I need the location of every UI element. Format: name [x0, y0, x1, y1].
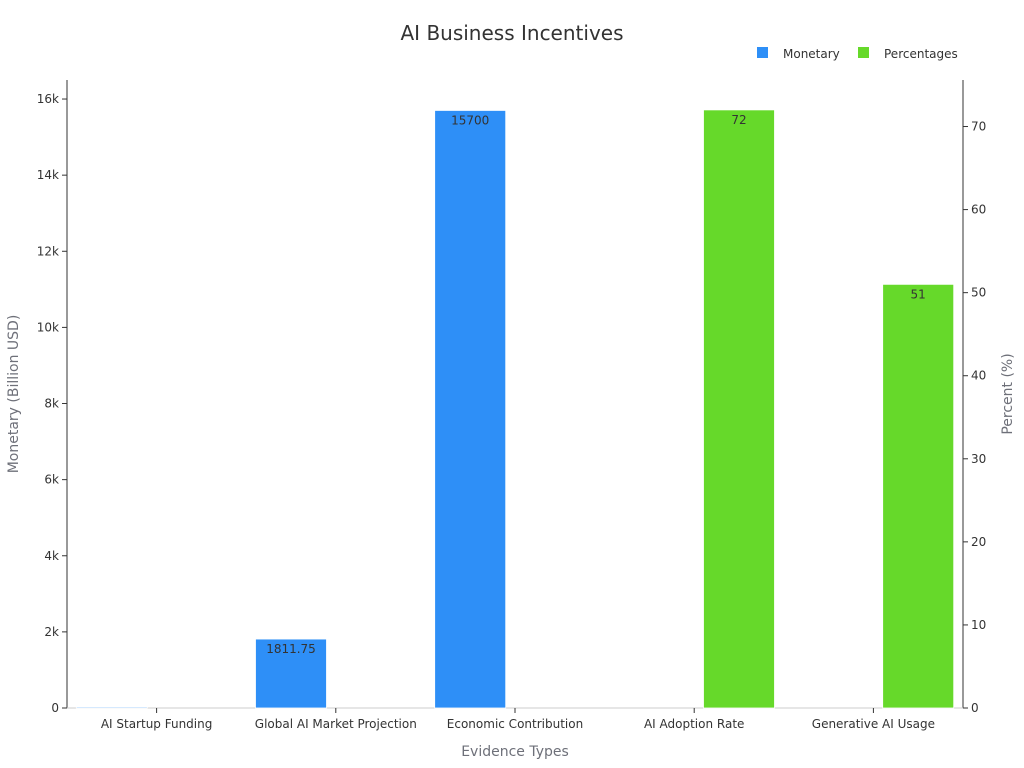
- left-axis-ticks: 0 2k 4k 6k 8k 10k 12k 14k 16k: [37, 92, 67, 715]
- left-tick-label: 8k: [44, 397, 59, 411]
- right-tick-label: 40: [971, 369, 986, 383]
- legend-swatch-monetary: [757, 47, 768, 58]
- bar-monetary-global-ai-market-projection[interactable]: [255, 638, 327, 709]
- category-label-economic-contribution: Economic Contribution: [447, 717, 583, 731]
- data-label-ai-adoption-rate: 72: [731, 113, 746, 127]
- data-label-global-ai-market-projection: 1811.75: [266, 642, 316, 656]
- category-label-global-ai-market-projection: Global AI Market Projection: [255, 717, 417, 731]
- right-tick-label: 60: [971, 203, 986, 217]
- right-axis-title: Percent (%): [1000, 353, 1016, 434]
- category-label-ai-startup-funding: AI Startup Funding: [101, 717, 213, 731]
- bar-percentages-generative-ai-usage[interactable]: [882, 283, 955, 709]
- right-axis-ticks: 0 10 20 30 40 50 60 70: [963, 120, 986, 715]
- left-tick-label: 4k: [44, 549, 59, 563]
- chart-title: AI Business Incentives: [401, 21, 624, 45]
- left-tick-label: 0: [51, 701, 59, 715]
- left-tick-label: 6k: [44, 473, 59, 487]
- right-tick-label: 30: [971, 452, 986, 466]
- bar-monetary-economic-contribution[interactable]: [434, 110, 507, 709]
- right-tick-label: 50: [971, 286, 986, 300]
- data-label-economic-contribution: 15700: [451, 113, 489, 127]
- left-tick-label: 10k: [37, 320, 59, 334]
- category-label-ai-adoption-rate: AI Adoption Rate: [644, 717, 744, 731]
- left-tick-label: 2k: [44, 625, 59, 639]
- legend-label-monetary[interactable]: Monetary: [783, 47, 840, 61]
- right-tick-label: 70: [971, 120, 986, 134]
- x-axis-title: Evidence Types: [461, 744, 569, 760]
- bar-percentages-ai-adoption-rate[interactable]: [703, 109, 775, 709]
- left-tick-label: 12k: [37, 244, 59, 258]
- category-label-generative-ai-usage: Generative AI Usage: [812, 717, 935, 731]
- bars: 1811.75 15700 72 51: [75, 109, 955, 709]
- bar-monetary-ai-startup-funding[interactable]: [75, 706, 148, 709]
- left-axis-title: Monetary (Billion USD): [6, 315, 22, 474]
- category-labels: AI Startup Funding Global AI Market Proje…: [101, 708, 935, 731]
- data-label-generative-ai-usage: 51: [911, 287, 926, 301]
- left-tick-label: 16k: [37, 92, 59, 106]
- right-tick-label: 0: [971, 701, 979, 715]
- legend-label-percentages[interactable]: Percentages: [884, 47, 958, 61]
- left-tick-label: 14k: [37, 168, 59, 182]
- legend: Monetary Percentages: [757, 47, 958, 61]
- right-tick-label: 10: [971, 618, 986, 632]
- legend-swatch-percentages: [858, 47, 869, 58]
- right-tick-label: 20: [971, 535, 986, 549]
